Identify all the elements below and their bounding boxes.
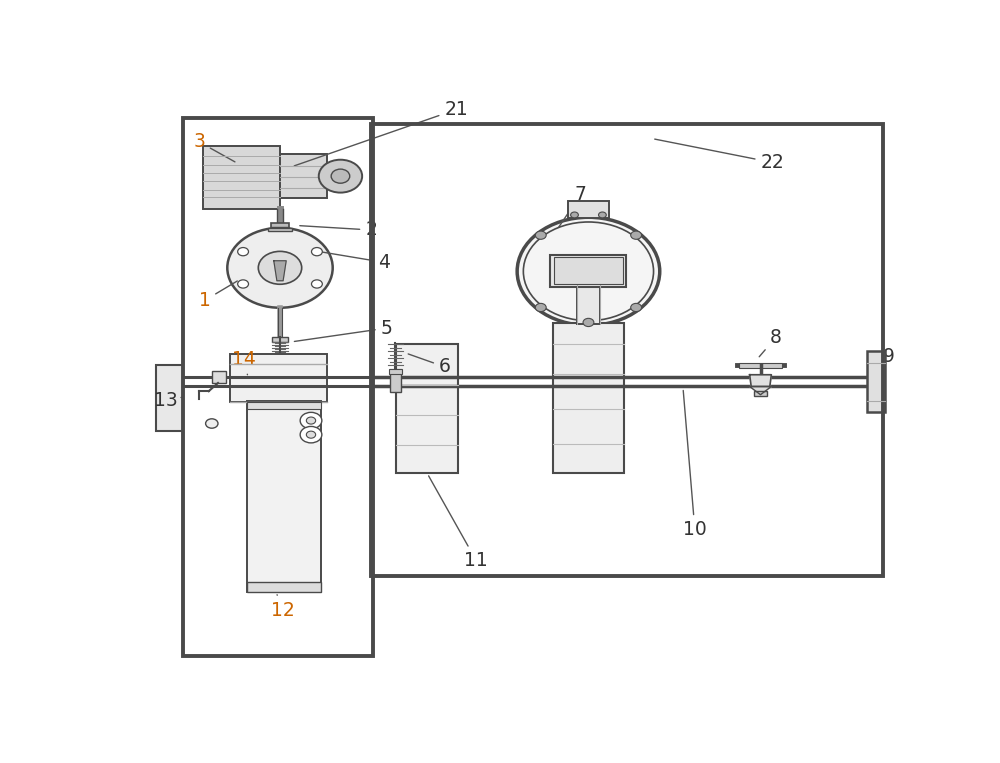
- Bar: [577, 272, 600, 324]
- Bar: [371, 124, 883, 576]
- Bar: [550, 255, 626, 287]
- Circle shape: [238, 280, 249, 288]
- Circle shape: [300, 412, 322, 429]
- Polygon shape: [750, 387, 771, 394]
- Bar: [271, 227, 289, 229]
- Bar: [568, 201, 609, 218]
- Circle shape: [583, 318, 594, 327]
- Text: 14: 14: [232, 349, 256, 375]
- Text: 6: 6: [408, 354, 451, 376]
- Circle shape: [300, 427, 322, 443]
- Bar: [272, 337, 288, 342]
- Bar: [390, 370, 401, 392]
- Circle shape: [227, 228, 333, 307]
- Text: 8: 8: [759, 328, 782, 357]
- Text: 13: 13: [154, 391, 183, 410]
- Text: 5: 5: [294, 319, 393, 342]
- Circle shape: [311, 280, 322, 288]
- Circle shape: [517, 217, 660, 325]
- Text: 3: 3: [193, 132, 235, 162]
- Bar: [212, 372, 226, 383]
- Bar: [553, 323, 624, 473]
- Text: 12: 12: [271, 594, 294, 620]
- Bar: [271, 223, 289, 229]
- Circle shape: [631, 231, 642, 240]
- Text: 22: 22: [655, 139, 784, 172]
- Bar: [389, 369, 402, 374]
- Bar: [554, 257, 623, 285]
- Circle shape: [319, 159, 362, 192]
- Circle shape: [306, 431, 316, 438]
- Text: 21: 21: [294, 100, 468, 166]
- Circle shape: [535, 304, 546, 311]
- Text: 7: 7: [557, 185, 586, 229]
- Bar: [247, 581, 321, 592]
- Circle shape: [631, 304, 642, 311]
- Circle shape: [523, 222, 654, 320]
- Bar: [247, 402, 321, 409]
- Bar: [739, 363, 782, 368]
- Bar: [247, 401, 321, 592]
- Text: 10: 10: [683, 391, 707, 539]
- Circle shape: [311, 247, 322, 256]
- Circle shape: [571, 212, 578, 218]
- Polygon shape: [274, 261, 286, 281]
- Bar: [280, 154, 326, 198]
- Polygon shape: [750, 375, 771, 387]
- Bar: [183, 118, 373, 655]
- Text: 4: 4: [314, 250, 390, 272]
- Circle shape: [331, 169, 350, 183]
- Circle shape: [206, 419, 218, 428]
- Bar: [156, 365, 183, 431]
- Bar: [230, 353, 326, 402]
- Circle shape: [258, 251, 302, 285]
- Text: 11: 11: [429, 476, 488, 570]
- Text: 9: 9: [878, 347, 895, 378]
- Bar: [867, 351, 885, 412]
- Text: 2: 2: [300, 221, 377, 240]
- Circle shape: [306, 417, 316, 424]
- Bar: [396, 344, 458, 473]
- Bar: [754, 391, 767, 397]
- Circle shape: [535, 231, 546, 240]
- Circle shape: [238, 247, 249, 256]
- Bar: [268, 228, 292, 231]
- Bar: [202, 146, 280, 209]
- Text: 1: 1: [199, 281, 237, 310]
- Circle shape: [599, 212, 606, 218]
